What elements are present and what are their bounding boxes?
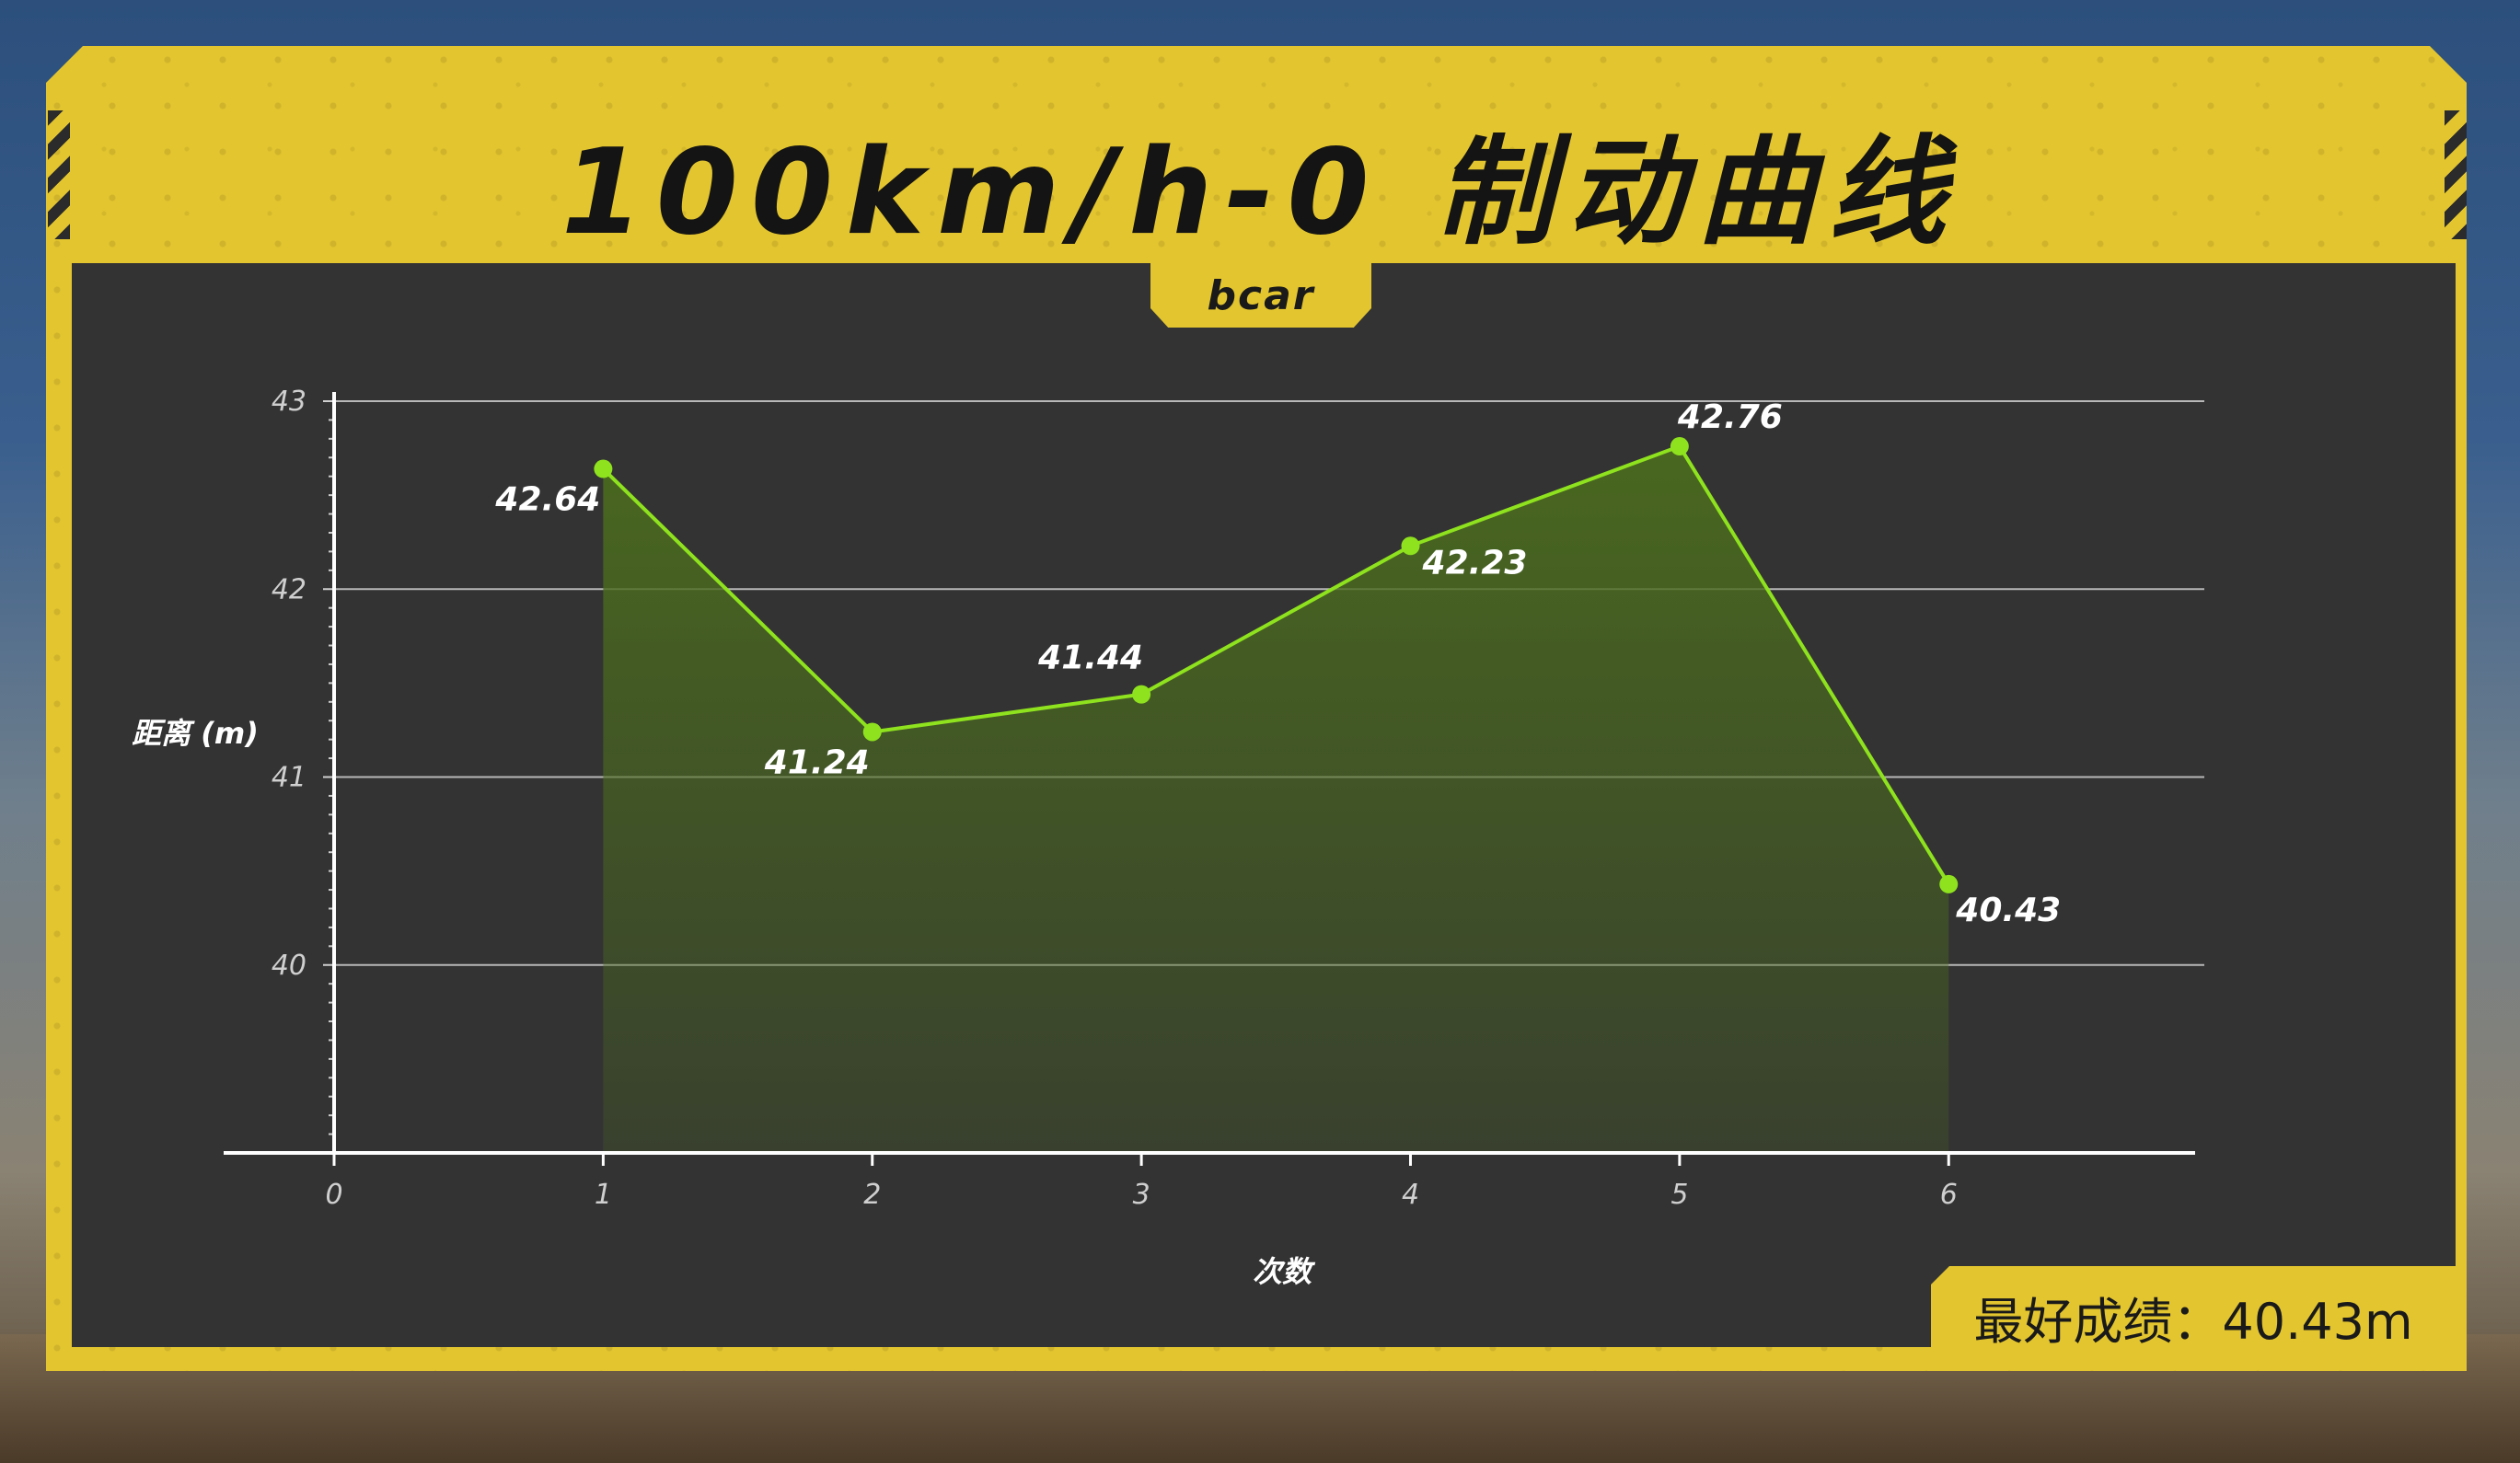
x-tick-label: 3 [1133, 1179, 1150, 1211]
data-label: 40.43 [1955, 892, 2061, 929]
data-point [862, 722, 882, 742]
x-tick-label: 1 [595, 1179, 612, 1211]
x-tick-label: 6 [1940, 1179, 1958, 1211]
data-label: 41.44 [1037, 639, 1143, 677]
data-label: 42.23 [1422, 544, 1528, 582]
data-label: 42.76 [1677, 398, 1783, 436]
hazard-stripes-left [48, 110, 70, 239]
data-point [594, 459, 613, 478]
x-tick-label: 4 [1402, 1179, 1419, 1211]
x-tick-label: 5 [1670, 1179, 1688, 1211]
y-tick-label: 41 [272, 762, 306, 794]
x-axis-title: 次数 [1253, 1254, 1316, 1289]
data-point [1670, 437, 1689, 456]
x-tick-label: 2 [863, 1179, 881, 1211]
hazard-stripes-right [2445, 110, 2467, 239]
x-tick-label: 0 [325, 1179, 342, 1211]
data-point [1132, 685, 1151, 704]
y-tick-label: 40 [272, 950, 306, 982]
series-line [601, 444, 1950, 885]
data-point [1401, 536, 1420, 556]
y-tick-label: 43 [272, 386, 306, 418]
data-label: 41.24 [764, 743, 870, 781]
series-area [603, 446, 1949, 1153]
data-point [1939, 874, 1959, 893]
brand-logo: bcar [1150, 263, 1371, 328]
data-label: 42.64 [494, 481, 600, 519]
brand-logo-text: bcar [1207, 271, 1315, 319]
page-title: 100km/h-0 制动曲线 [561, 124, 1959, 261]
best-result-badge: 最好成绩：40.43m [1931, 1266, 2456, 1367]
y-tick-label: 42 [272, 573, 306, 605]
y-axis-title: 距离 (m) [132, 716, 259, 751]
